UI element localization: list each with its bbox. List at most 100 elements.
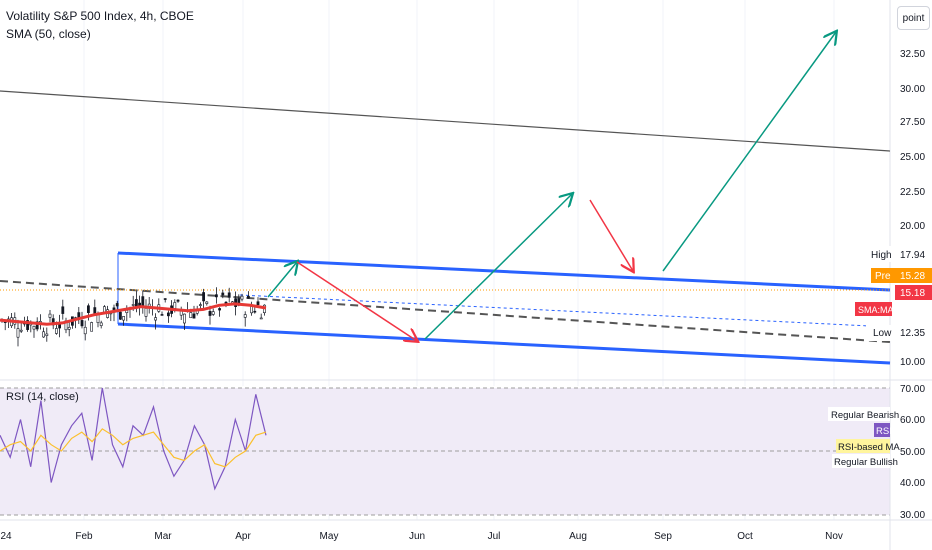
candle-body (67, 326, 71, 330)
regular-bearish-bg (828, 407, 890, 421)
candle-body (247, 295, 250, 299)
high-label: High (871, 250, 892, 261)
rsi-tick: 30.00 (900, 510, 925, 521)
candle-body (256, 301, 260, 306)
time-axis[interactable]: 24 Feb Mar Apr May Jun Jul Aug Sep Oct N… (0, 531, 842, 542)
price-tick: 30.00 (900, 84, 925, 95)
rsi-ma-label: RSI-based MA (838, 442, 900, 453)
candle-body (154, 317, 158, 321)
channel-lower-line[interactable] (117, 322, 891, 365)
candle-body (221, 292, 225, 296)
rsi-tick: 50.00 (900, 447, 925, 458)
time-tick: Feb (75, 531, 93, 542)
arrow-up-2[interactable] (424, 194, 572, 340)
rsi-ma-tag (836, 439, 890, 453)
low-value: 12.35 (900, 328, 925, 339)
candle-body (115, 303, 119, 307)
rsi-tick: 40.00 (900, 478, 925, 489)
price-tick: 27.50 (900, 117, 925, 128)
sma-tag (855, 302, 892, 316)
candle-body (42, 331, 46, 338)
time-tick: Jul (488, 531, 501, 542)
arrow-down-1[interactable] (296, 261, 417, 341)
arrow-up-3[interactable] (662, 32, 836, 272)
dashed-trend-line[interactable] (0, 280, 891, 343)
long-trend-line[interactable] (0, 90, 891, 152)
low-label: Low (873, 328, 892, 339)
price-tick: 10.00 (900, 357, 925, 368)
pre-label: Pre (875, 271, 891, 282)
candle-body (45, 333, 49, 336)
rsi-axis[interactable]: 70.00 60.00 50.00 40.00 30.00 (900, 384, 925, 521)
candle-body (54, 328, 58, 334)
candle-body (205, 301, 209, 304)
rsi-tag (874, 423, 890, 437)
candle-body (189, 312, 193, 319)
candle-body (160, 314, 164, 316)
candle-body (35, 321, 39, 330)
candle-body (259, 317, 263, 320)
time-tick: Sep (654, 531, 672, 542)
candle-body (119, 311, 122, 320)
rsi-tick: 70.00 (900, 384, 925, 395)
regular-bullish-label: Regular Bullish (834, 457, 898, 468)
rsi-ma-line (0, 428, 267, 468)
channel-upper-line[interactable] (117, 251, 891, 292)
scale-mode-button[interactable]: point (897, 6, 930, 30)
price-tick: 22.50 (900, 187, 925, 198)
candle-body (199, 304, 202, 306)
candle-body (211, 311, 215, 315)
candle-body (176, 299, 180, 302)
time-tick: May (320, 531, 339, 542)
time-tick: Nov (825, 531, 843, 542)
candle-body (19, 329, 23, 332)
candle-body (93, 307, 97, 315)
candle-body (163, 298, 167, 300)
last-price: 15.18 (900, 288, 925, 299)
time-tick: Mar (154, 531, 172, 542)
high-value: 17.94 (900, 250, 925, 261)
candle-body (215, 294, 218, 298)
candle-body (253, 310, 257, 313)
regular-bearish-label: Regular Bearish (831, 410, 899, 421)
candle-body (48, 313, 52, 318)
time-tick: Apr (235, 531, 251, 542)
candle-body (61, 306, 65, 314)
sma-line (0, 302, 267, 326)
candle-body (183, 313, 186, 324)
candle-body (90, 322, 94, 332)
pre-value: 15.28 (900, 271, 925, 282)
arrow-down-2[interactable] (589, 199, 633, 271)
candle-body (202, 292, 206, 302)
candle-body (122, 316, 126, 321)
candle-body (32, 325, 36, 330)
rsi-tick: 60.00 (900, 415, 925, 426)
indicator-label[interactable]: SMA (50, close) (6, 27, 91, 41)
price-pane[interactable] (0, 0, 890, 378)
candle-body (250, 306, 254, 314)
candle-body (208, 311, 212, 316)
candle-body (227, 292, 231, 298)
time-tick: Oct (737, 531, 753, 542)
rsi-line (0, 387, 267, 491)
rsi-indicator-label[interactable]: RSI (14, close) (6, 391, 79, 403)
time-tick: Aug (569, 531, 587, 542)
candle-body (243, 314, 247, 318)
price-tick: 32.50 (900, 49, 925, 60)
rsi-labels: Regular Bearish RSI RSI-based MA Regular… (828, 407, 900, 468)
candle-body (16, 328, 20, 338)
arrow-up-1[interactable] (267, 262, 297, 298)
candle-body (218, 308, 222, 311)
candle-body (240, 295, 244, 300)
candle-body (131, 304, 135, 306)
low-projection-line (239, 294, 891, 328)
time-tick: Jun (409, 531, 425, 542)
rsi-tag-label: RSI (876, 426, 892, 437)
price-tick: 20.00 (900, 221, 925, 232)
price-tick: 25.00 (900, 152, 925, 163)
high-label-bg (866, 246, 932, 262)
price-axis[interactable]: 32.50 30.00 27.50 25.00 22.50 20.00 10.0… (900, 49, 925, 368)
pre-tag (871, 268, 895, 283)
candle-body (173, 302, 177, 309)
